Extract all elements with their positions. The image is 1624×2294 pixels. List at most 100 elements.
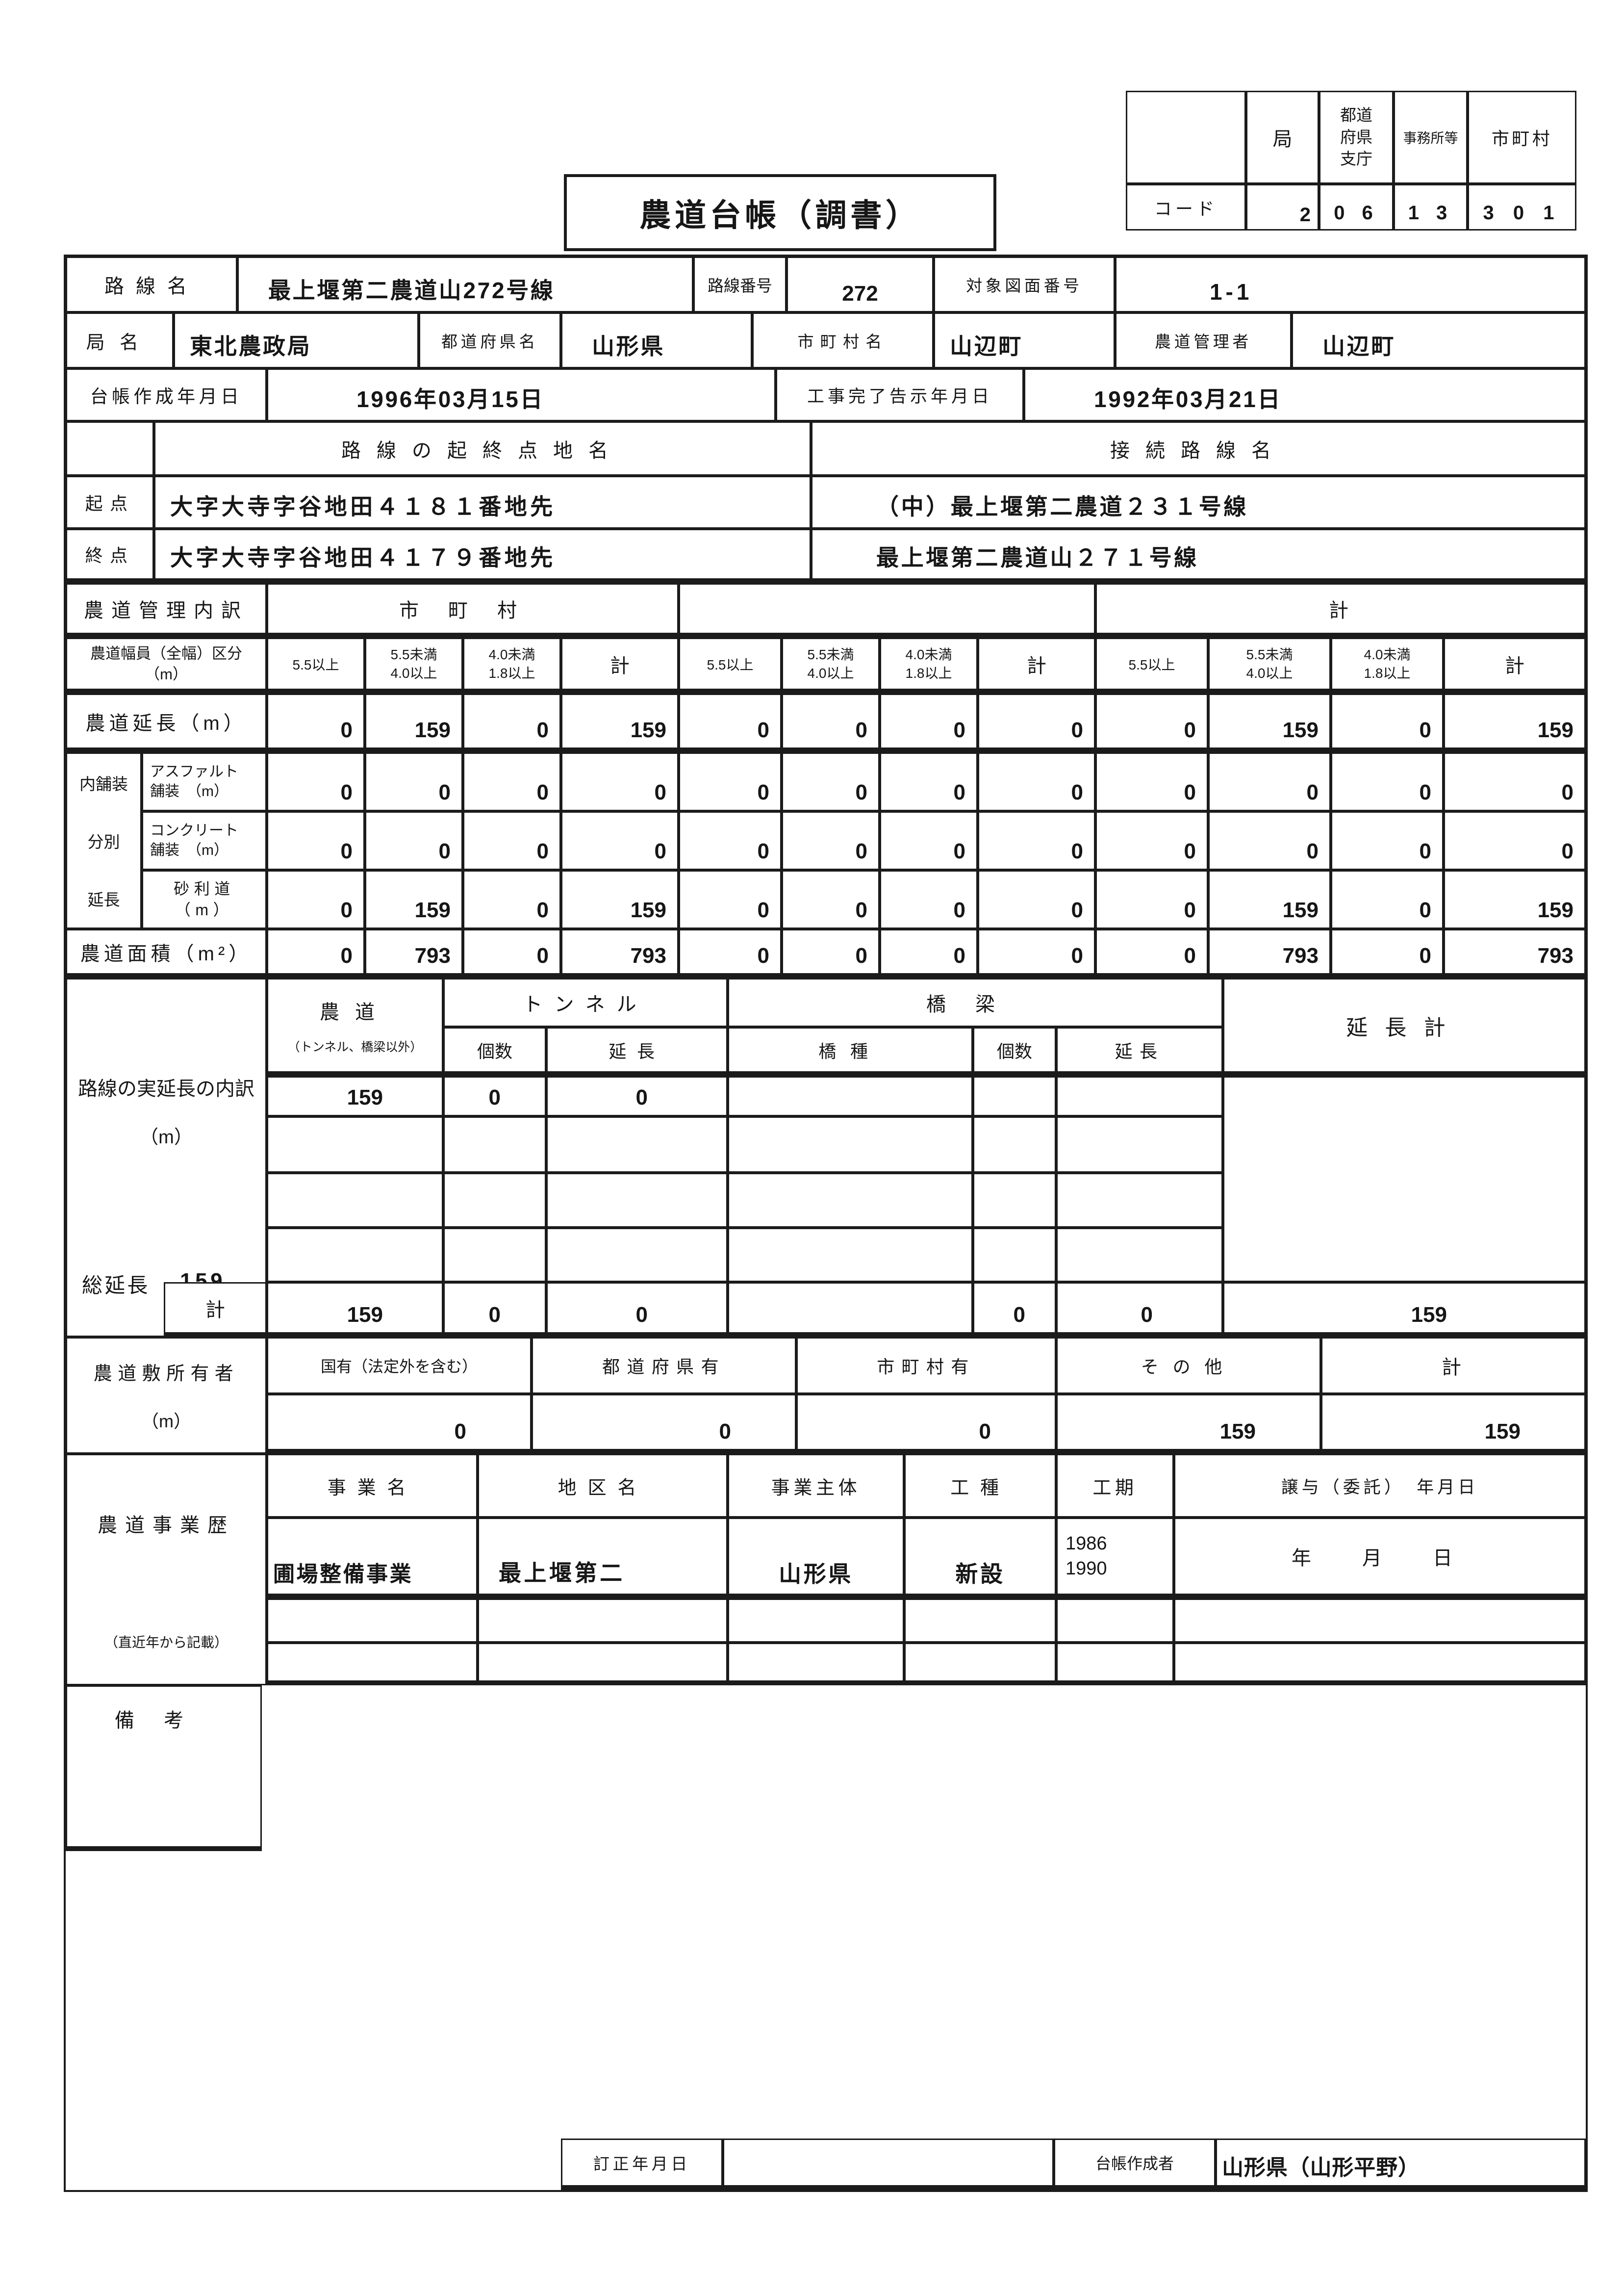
municipality-label: 市町村名 <box>752 312 934 368</box>
owner-header-muni: 市町村有 <box>796 1337 1056 1394</box>
value-cell: 159 <box>365 870 463 929</box>
road-header-main: 農道 <box>320 1001 390 1023</box>
code-row-label: コード <box>1126 184 1246 231</box>
bridge-group-header: 橋梁 <box>728 978 1223 1027</box>
road-column-header: 農道 （トンネル、橋梁以外） <box>267 978 443 1076</box>
value-cell: 0 <box>880 811 978 870</box>
empty-cell <box>267 1173 443 1228</box>
route-number-value: 272 <box>787 257 934 312</box>
value-cell: 793 <box>561 929 679 978</box>
history-header-period: 工期 <box>1056 1454 1174 1518</box>
completion-date-label: 工事完了告示年月日 <box>776 368 1024 421</box>
bridge-count-cell <box>973 1076 1056 1116</box>
road-manager-label: 農道管理者 <box>1115 312 1292 368</box>
sum-tunnel-count-value: 0 <box>443 1282 546 1337</box>
history-period-value: 1986 1990 <box>1056 1518 1174 1598</box>
value-cell: 0 <box>679 752 782 811</box>
history-header-body: 事業主体 <box>728 1454 904 1518</box>
owner-value-cell: 159 <box>1321 1394 1586 1454</box>
route-name-label: 路線名 <box>66 257 237 312</box>
history-district-value: 最上堰第二 <box>478 1518 728 1598</box>
value-cell: 0 <box>880 870 978 929</box>
gravel-label: 砂利道 （m） <box>142 870 267 929</box>
value-cell: 0 <box>1208 811 1331 870</box>
prefecture-label: 都道府県名 <box>419 312 561 368</box>
real-length-unit: （m） <box>140 1127 193 1148</box>
value-cell: 0 <box>365 811 463 870</box>
width-header-total: 計 <box>978 638 1095 694</box>
value-cell: 0 <box>561 811 679 870</box>
value-cell: 0 <box>679 811 782 870</box>
empty-cell <box>478 1643 728 1685</box>
concrete-label: コンクリート 舗装 （m） <box>142 811 267 870</box>
value-cell: 0 <box>267 929 365 978</box>
width-header-2: 5.5未満 4.0以上 <box>365 638 463 694</box>
value-cell: 159 <box>561 694 679 752</box>
code-value-bureau: 2 <box>1246 184 1319 231</box>
empty-cell <box>728 1643 904 1685</box>
code-box-header-bureau: 局 <box>1246 91 1319 184</box>
empty-cell <box>1174 1643 1586 1685</box>
asphalt-label: アスファルト 舗装 （m） <box>142 752 267 811</box>
value-cell: 0 <box>679 694 782 752</box>
route-number-label: 路線番号 <box>693 257 787 312</box>
empty-cell <box>546 1116 728 1173</box>
value-cell: 0 <box>978 694 1095 752</box>
target-map-label: 対象図面番号 <box>934 257 1115 312</box>
value-cell: 0 <box>463 694 561 752</box>
history-header-worktype: 工種 <box>904 1454 1056 1518</box>
history-header-transfer: 譲与（委託） 年月日 <box>1174 1454 1586 1518</box>
owner-value-cell: 159 <box>1056 1394 1321 1454</box>
management-group-total: 計 <box>1095 583 1586 638</box>
empty-cell <box>728 1116 973 1173</box>
sum-bridge-count-value: 0 <box>973 1282 1056 1337</box>
revision-date-empty-cell <box>723 2139 1054 2190</box>
pavement-group-label: 内舗装 分別 延長 <box>66 752 142 929</box>
revision-date-label: 訂正年月日 <box>561 2139 723 2190</box>
real-length-label: 路線の実延長の内訳 <box>78 1078 254 1100</box>
total-length-tall-empty-cell <box>1223 1076 1586 1282</box>
value-cell: 159 <box>1208 870 1331 929</box>
value-cell: 0 <box>782 870 880 929</box>
sum-road-value: 159 <box>267 1282 443 1337</box>
value-cell: 0 <box>978 752 1095 811</box>
value-cell: 159 <box>1208 694 1331 752</box>
value-cell: 0 <box>1095 811 1208 870</box>
ledger-table: 路線名 最上堰第二農道山272号線 路線番号 272 対象図面番号 1-1 局名… <box>64 255 1588 2192</box>
value-cell: 0 <box>978 929 1095 978</box>
owner-header-other: その他 <box>1056 1337 1321 1394</box>
value-cell: 0 <box>1331 870 1444 929</box>
empty-cell <box>443 1116 546 1173</box>
empty-cell <box>267 1116 443 1173</box>
history-label-cell: 農道事業歴 （直近年から記載） <box>66 1454 267 1685</box>
pavement-group-line-2: 分別 <box>87 833 120 851</box>
width-header-3: 4.0未満 1.8以上 <box>1331 638 1444 694</box>
empty-cell <box>443 1173 546 1228</box>
code-value-office: 1 3 <box>1394 184 1468 231</box>
value-cell: 0 <box>463 870 561 929</box>
empty-cell <box>728 1598 904 1643</box>
value-cell: 0 <box>782 694 880 752</box>
municipality-value: 山辺町 <box>934 312 1115 368</box>
connecting-routes-header: 接続路線名 <box>811 421 1586 476</box>
bridge-length-header: 延長 <box>1056 1027 1223 1076</box>
value-cell: 793 <box>365 929 463 978</box>
value-cell: 159 <box>1444 694 1586 752</box>
empty-cell <box>267 1228 443 1282</box>
value-cell: 0 <box>1095 694 1208 752</box>
value-cell: 793 <box>1208 929 1331 978</box>
empty-cell <box>728 1228 973 1282</box>
route-name-value: 最上堰第二農道山272号線 <box>237 257 693 312</box>
real-tunnel-length-value: 0 <box>546 1076 728 1116</box>
road-manager-value: 山辺町 <box>1292 312 1586 368</box>
value-cell: 0 <box>267 752 365 811</box>
value-cell: 0 <box>1331 811 1444 870</box>
history-body-value: 山形県 <box>728 1518 904 1598</box>
page-title: 農道台帳（調書） <box>564 174 996 251</box>
width-header-1: 5.5以上 <box>679 638 782 694</box>
history-worktype-value: 新設 <box>904 1518 1056 1598</box>
value-cell: 0 <box>880 694 978 752</box>
owner-header-total: 計 <box>1321 1337 1586 1394</box>
management-group-blank <box>679 583 1095 638</box>
value-cell: 0 <box>978 811 1095 870</box>
